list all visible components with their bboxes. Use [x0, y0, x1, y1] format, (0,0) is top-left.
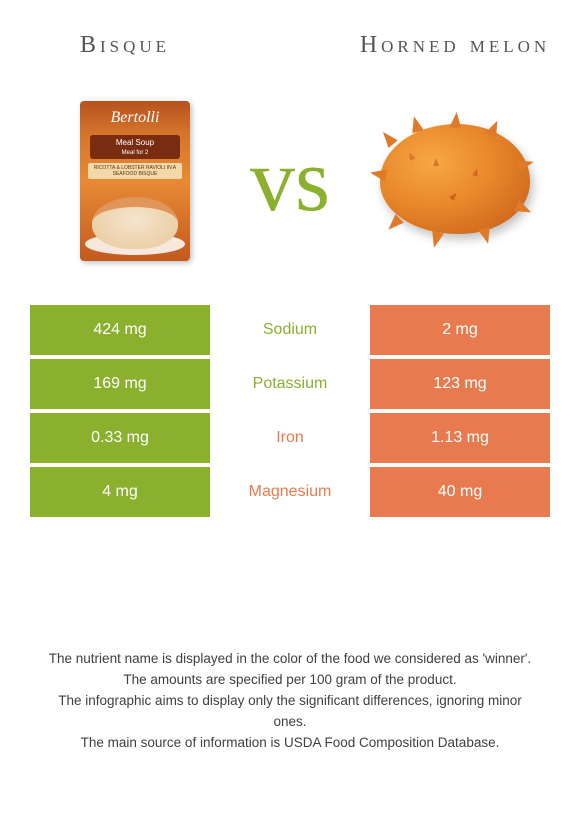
title-left-col: Bisque — [20, 30, 290, 61]
soup-brand: Bertolli — [80, 109, 190, 127]
nutrient-label: Iron — [210, 413, 370, 463]
value-right: 123 mg — [370, 359, 550, 409]
soup-box-icon: Bertolli Meal Soup Meal for 2 RICOTTA & … — [80, 101, 190, 261]
vs-text: vs — [250, 136, 330, 226]
nutrient-label: Magnesium — [210, 467, 370, 517]
title-right: Horned melon — [350, 30, 560, 61]
footer-notes: The nutrient name is displayed in the co… — [0, 649, 580, 754]
comparison-table: 424 mgSodium2 mg169 mgPotassium123 mg0.3… — [30, 301, 550, 521]
title-right-col: Horned melon — [290, 30, 560, 61]
nutrient-label: Sodium — [210, 305, 370, 355]
table-row: 0.33 mgIron1.13 mg — [30, 413, 550, 463]
value-right: 40 mg — [370, 467, 550, 517]
product-left: Bertolli Meal Soup Meal for 2 RICOTTA & … — [60, 96, 210, 266]
footer-line: The amounts are specified per 100 gram o… — [40, 670, 540, 691]
value-right: 1.13 mg — [370, 413, 550, 463]
table-row: 424 mgSodium2 mg — [30, 305, 550, 355]
value-right: 2 mg — [370, 305, 550, 355]
table-row: 169 mgPotassium123 mg — [30, 359, 550, 409]
titles-row: Bisque Horned melon — [0, 0, 580, 71]
table-row: 4 mgMagnesium40 mg — [30, 467, 550, 517]
value-left: 424 mg — [30, 305, 210, 355]
soup-desc: RICOTTA & LOBSTER RAVIOLI IN A SEAFOOD B… — [88, 163, 182, 179]
value-left: 4 mg — [30, 467, 210, 517]
title-left: Bisque — [20, 30, 230, 61]
horned-melon-icon — [370, 106, 520, 256]
footer-line: The infographic aims to display only the… — [40, 691, 540, 733]
hero-row: Bertolli Meal Soup Meal for 2 RICOTTA & … — [0, 71, 580, 301]
nutrient-label: Potassium — [210, 359, 370, 409]
footer-line: The nutrient name is displayed in the co… — [40, 649, 540, 670]
footer-line: The main source of information is USDA F… — [40, 733, 540, 754]
value-left: 0.33 mg — [30, 413, 210, 463]
soup-sub: Meal Soup Meal for 2 — [90, 135, 180, 159]
product-right — [370, 96, 520, 266]
value-left: 169 mg — [30, 359, 210, 409]
soup-bowl-icon — [92, 197, 178, 249]
